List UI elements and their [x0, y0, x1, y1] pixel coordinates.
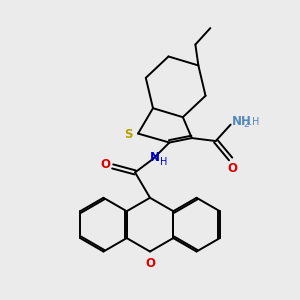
- Text: O: O: [227, 162, 237, 175]
- Text: .H: .H: [249, 117, 260, 127]
- Text: O: O: [100, 158, 110, 171]
- Text: NH: NH: [232, 115, 252, 128]
- Text: S: S: [124, 128, 133, 141]
- Text: H: H: [160, 157, 167, 167]
- Text: 2: 2: [244, 120, 249, 129]
- Text: N: N: [150, 151, 160, 164]
- Text: O: O: [145, 257, 155, 270]
